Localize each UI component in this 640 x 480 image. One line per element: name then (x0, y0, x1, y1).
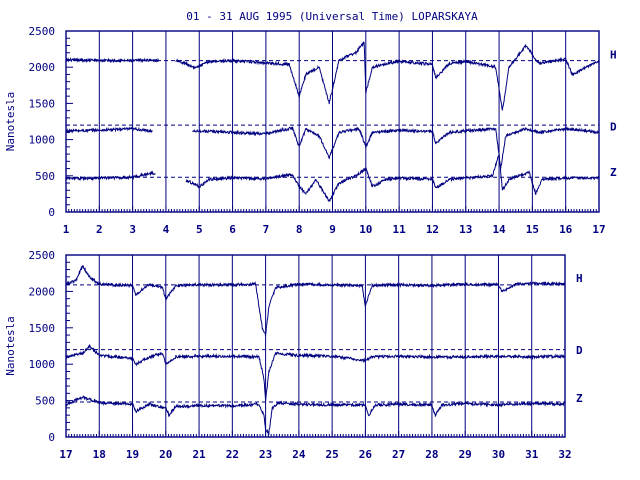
y-axis-label: Nanotesla (4, 316, 17, 376)
y-tick-label: 500 (35, 170, 55, 183)
y-tick-label: 1500 (29, 97, 56, 110)
x-tick-label: 6 (229, 223, 236, 236)
plot-frame (65, 254, 566, 438)
series-label-z: Z (576, 392, 583, 405)
series-label-h: H (610, 49, 617, 62)
y-tick-label: 1500 (29, 322, 56, 335)
x-tick-label: 13 (459, 223, 472, 236)
x-tick-label: 2 (96, 223, 103, 236)
x-tick-label: 11 (393, 223, 407, 236)
x-tick-label: 24 (292, 448, 306, 461)
x-tick-label: 25 (326, 448, 339, 461)
series-trace-d (65, 125, 600, 169)
y-tick-label: 2500 (29, 25, 56, 38)
x-tick-label: 23 (259, 448, 272, 461)
series-label-d: D (610, 120, 617, 133)
x-tick-label: 19 (126, 448, 139, 461)
x-tick-label: 17 (59, 448, 72, 461)
y-tick-label: 2000 (29, 285, 56, 298)
series-label-d: D (576, 344, 583, 357)
y-axis-label: Nanotesla (4, 92, 17, 152)
x-tick-label: 27 (392, 448, 405, 461)
y-tick-label: 1000 (29, 134, 56, 147)
y-tick-label: 2500 (29, 249, 56, 262)
chart-title: 01 - 31 AUG 1995 (Universal Time) LOPARS… (186, 10, 478, 23)
x-tick-label: 9 (329, 223, 336, 236)
panel-2: 0 500 1000 1500 2000 2500 17 18 19 20 21 22 23 24 25 26… (4, 249, 583, 461)
x-tick-label: 4 (163, 223, 170, 236)
x-tick-label: 32 (558, 448, 571, 461)
series-trace-h (65, 265, 566, 337)
y-tick-label: 0 (48, 431, 55, 444)
y-tick-label: 1000 (29, 358, 56, 371)
x-tick-label: 30 (492, 448, 505, 461)
x-tick-label: 10 (359, 223, 372, 236)
x-tick-label: 28 (425, 448, 438, 461)
series-trace-z (65, 395, 566, 435)
x-tick-label: 22 (226, 448, 239, 461)
x-tick-label: 20 (159, 448, 172, 461)
x-tick-label: 31 (525, 448, 539, 461)
series-trace-z (65, 153, 600, 203)
y-tick-label: 500 (35, 395, 55, 408)
series-label-z: Z (610, 166, 617, 179)
x-tick-label: 26 (359, 448, 373, 461)
x-tick-label: 3 (129, 223, 136, 236)
series-trace-d (65, 343, 566, 402)
x-tick-label: 21 (192, 448, 206, 461)
y-tick-label: 2000 (29, 61, 56, 74)
x-tick-label: 7 (263, 223, 270, 236)
x-tick-label: 14 (492, 223, 506, 236)
x-tick-label: 5 (196, 223, 203, 236)
x-tick-label: 8 (296, 223, 303, 236)
series-label-h: H (576, 272, 583, 285)
x-tick-label: 17 (592, 223, 605, 236)
x-tick-label: 1 (63, 223, 70, 236)
x-tick-label: 15 (526, 223, 539, 236)
x-tick-label: 29 (459, 448, 472, 461)
x-tick-label: 16 (559, 223, 573, 236)
x-tick-label: 12 (426, 223, 439, 236)
series-trace-h (65, 41, 600, 111)
x-tick-label: 18 (93, 448, 106, 461)
y-tick-label: 0 (48, 206, 55, 219)
